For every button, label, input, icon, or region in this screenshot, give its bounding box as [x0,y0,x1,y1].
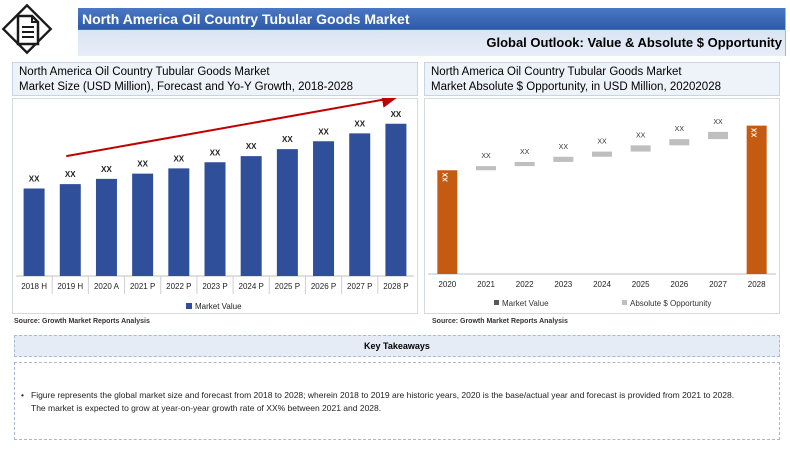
bar-2022-p [168,168,190,276]
left-chart-title-line1: North America Oil Country Tubular Goods … [19,66,270,78]
document-icon [16,14,40,46]
bar-market-value-2028 [746,125,767,274]
bar-2021-p [132,173,154,276]
bar-opportunity-2022 [514,161,535,167]
data-label: XX [282,135,293,144]
x-tick-label: 2020 A [94,282,120,291]
data-label: XX [65,170,76,179]
key-takeaways-heading: Key Takeaways [14,335,780,357]
x-tick-label: 2024 [593,280,611,289]
x-tick-label: 2025 P [275,282,300,291]
bar-opportunity-2021 [476,166,496,171]
data-label: XX [173,154,184,163]
x-tick-label: 2022 P [166,282,191,291]
legend-swatch-market-value [494,300,499,305]
bar-2018-h [23,188,45,276]
data-label: XX [636,132,646,139]
bar-2020-a [95,178,117,276]
bar-2024-p [240,156,262,276]
market-size-chart: XX 2018 H XX 2019 H XX 2020 A XX 2021 P XX 2022 P… [16,98,414,311]
x-tick-label: 2027 P [347,282,372,291]
bar-opportunity-2024 [592,151,612,157]
data-label: XX [520,149,530,156]
takeaway-line-2: The market is expected to grow at year-o… [31,403,382,413]
x-tick-label: 2020 [438,280,456,289]
key-takeaways-body: • Figure represents the global market si… [14,362,780,440]
takeaway-line-1: Figure represents the global market size… [31,390,735,400]
data-label: XX [354,119,365,128]
bar-opportunity-2027 [708,131,728,140]
bullet-icon: • [21,390,24,400]
x-tick-label: 2019 H [57,282,83,291]
data-label: XX [597,139,607,146]
x-tick-label: 2026 [670,280,688,289]
bar-2019-h [59,184,81,276]
x-tick-label: 2024 P [239,282,264,291]
x-tick-label: 2023 [554,280,572,289]
x-tick-label: 2028 [748,280,766,289]
right-chart-title-line2: Market Absolute $ Opportunity, in USD Mi… [431,81,721,93]
data-label: XX [318,127,329,136]
x-tick-label: 2022 [516,280,534,289]
legend-label-market-value: Market Value [502,299,549,308]
absolute-opportunity-chart: XX 2020 XX 2021 XX 2022 XX 2023 XX 2024 XX 2025 XX 20… [428,119,776,308]
x-tick-label: 2027 [709,280,727,289]
x-tick-label: 2021 [477,280,495,289]
data-label: XX [29,175,40,184]
data-label: XX [442,172,449,182]
legend-swatch-market-value [186,303,192,309]
x-tick-label: 2028 P [383,282,408,291]
bar-opportunity-2023 [553,156,574,162]
page-title: North America Oil Country Tubular Goods … [82,11,410,27]
right-source-note: Source: Growth Market Reports Analysis [432,318,568,325]
data-label: XX [101,165,112,174]
left-chart-title-line2: Market Size (USD Million), Forecast and … [19,81,354,93]
bar-opportunity-2026 [669,139,690,146]
right-chart-title-line1: North America Oil Country Tubular Goods … [431,66,682,78]
x-tick-label: 2018 H [21,282,47,291]
growth-trend-arrow [66,98,398,158]
x-tick-label: 2021 P [130,282,155,291]
legend-swatch-absolute-opportunity [622,300,627,305]
left-chart-title: North America Oil Country Tubular Goods … [12,62,418,96]
bar-opportunity-2025 [630,145,651,152]
page-subtitle: Global Outlook: Value & Absolute $ Oppor… [486,35,782,50]
data-label: XX [713,119,723,126]
bar-2028-p [385,123,407,276]
data-label: XX [481,153,491,160]
x-tick-label: 2026 P [311,282,336,291]
legend-label-absolute-opportunity: Absolute $ Opportunity [630,299,711,308]
bar-market-value-2020 [437,170,458,274]
bar-2026-p [313,141,335,276]
legend-label-market-value: Market Value [195,302,242,311]
header-banner [78,8,786,56]
x-tick-label: 2025 [632,280,650,289]
right-chart-title: North America Oil Country Tubular Goods … [424,62,780,96]
data-label: XX [675,126,685,133]
data-label: XX [210,148,221,157]
bar-2025-p [276,149,298,276]
data-label: XX [137,160,148,169]
data-label: XX [752,128,759,138]
data-label: XX [391,110,402,119]
data-label: XX [559,144,569,151]
bar-2027-p [349,133,371,276]
left-source-note: Source: Growth Market Reports Analysis [14,318,150,325]
x-tick-label: 2023 P [202,282,227,291]
data-label: XX [246,142,257,151]
bar-2023-p [204,162,226,276]
